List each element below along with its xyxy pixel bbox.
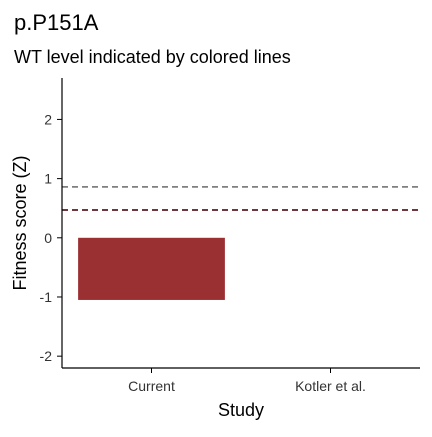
- y-tick-label: 2: [44, 111, 52, 127]
- x-tick-label: Current: [128, 378, 175, 394]
- y-tick-label: -1: [40, 289, 53, 305]
- y-tick-label: 0: [44, 230, 52, 246]
- x-tick-label: Kotler et al.: [295, 378, 366, 394]
- plot-area: [62, 185, 420, 300]
- y-axis-ticks: 2 1 0 -1 -2: [40, 111, 62, 364]
- y-tick-label: 1: [44, 171, 52, 187]
- y-axis-title: Fitness score (Z): [10, 155, 30, 290]
- y-tick-label: -2: [40, 348, 53, 364]
- bar-current: [78, 237, 225, 300]
- chart-title: p.P151A: [14, 10, 99, 35]
- x-axis-title: Study: [218, 400, 264, 420]
- chart-subtitle: WT level indicated by colored lines: [14, 47, 291, 67]
- x-axis-ticks: Current Kotler et al.: [128, 368, 366, 394]
